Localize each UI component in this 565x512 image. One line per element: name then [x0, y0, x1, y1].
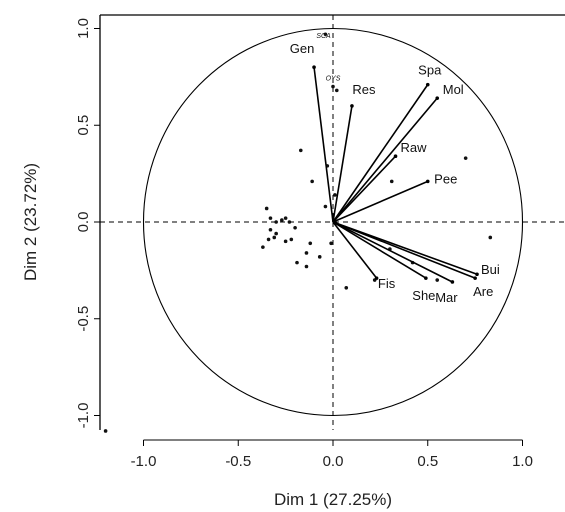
- vectors-layer: [312, 65, 479, 284]
- x-axis-title: Dim 1 (27.25%): [274, 490, 392, 509]
- data-point: [268, 216, 273, 220]
- data-point: [283, 239, 288, 244]
- data-point: [293, 226, 297, 230]
- y-axis-title: Dim 2 (23.72%): [21, 163, 40, 281]
- vector-tip-mar: [450, 280, 455, 284]
- vector-label-mar: Mar: [435, 290, 458, 305]
- data-point: [323, 32, 328, 37]
- correlation-circle: [142, 27, 524, 417]
- data-point: [463, 156, 468, 160]
- vector-raw: [332, 155, 397, 223]
- x-tick-label: 1.0: [512, 453, 533, 470]
- vector-res: [332, 105, 353, 223]
- data-point: [266, 237, 271, 242]
- vector-label-fis: Fis: [378, 276, 396, 291]
- vector-label-res: Res: [352, 82, 376, 97]
- data-point: [488, 235, 493, 240]
- data-point: [323, 204, 328, 209]
- vector-tip-she: [424, 276, 428, 280]
- vector-tip-mol: [435, 96, 440, 100]
- vector-she: [332, 221, 427, 279]
- vector-tip-gen: [312, 65, 316, 69]
- vector-tip-fis: [374, 276, 379, 280]
- data-point: [331, 84, 335, 89]
- y-tick-label: 0.5: [75, 115, 92, 136]
- vector-are: [332, 221, 476, 279]
- supplementary-label-oys: OYS: [326, 76, 341, 83]
- data-point: [308, 241, 313, 246]
- vector-mar: [332, 221, 453, 283]
- vector-fis: [332, 221, 378, 279]
- y-tick-label: 1.0: [75, 18, 92, 39]
- x-tick-label: -1.0: [131, 453, 157, 470]
- data-point: [329, 241, 333, 246]
- data-point: [274, 220, 278, 224]
- vector-tip-spa: [425, 82, 430, 87]
- data-point: [435, 278, 440, 282]
- data-point: [103, 429, 108, 433]
- data-point: [264, 206, 269, 211]
- vector-spa: [332, 84, 429, 223]
- vector-label-pee: Pee: [434, 171, 457, 186]
- data-point: [304, 251, 309, 255]
- vector-label-mol: Mol: [443, 82, 464, 97]
- data-point: [310, 179, 314, 184]
- vector-label-she: She: [412, 288, 435, 303]
- y-tick-label: -0.5: [75, 306, 92, 332]
- data-point: [304, 264, 309, 269]
- data-point: [295, 260, 299, 265]
- data-point: [317, 255, 322, 259]
- vector-tip-raw: [393, 154, 398, 159]
- y-tick-label: 0.0: [75, 212, 92, 233]
- points-layer: [103, 32, 493, 433]
- correlation-circle-layer: [142, 27, 524, 417]
- data-point: [287, 220, 292, 224]
- x-tick-label: 0.0: [323, 453, 344, 470]
- vector-tip-are: [473, 276, 477, 280]
- data-point: [289, 237, 294, 242]
- data-point: [283, 216, 288, 220]
- vector-label-gen: Gen: [290, 41, 315, 56]
- data-point: [298, 148, 303, 153]
- data-point: [280, 218, 284, 222]
- vector-tip-res: [350, 104, 354, 108]
- vector-pee: [332, 180, 429, 223]
- vector-tip-pee: [425, 179, 430, 184]
- data-point: [389, 179, 394, 184]
- vector-label-raw: Raw: [401, 140, 428, 155]
- data-point: [344, 285, 349, 290]
- data-point: [268, 227, 273, 232]
- supplementary-label-sca: SCA: [316, 33, 331, 40]
- data-point: [261, 245, 265, 249]
- vector-gen: [313, 67, 334, 223]
- y-tick-label: -1.0: [75, 403, 92, 429]
- data-point: [334, 88, 339, 93]
- data-point: [274, 231, 278, 236]
- x-tick-label: -0.5: [225, 453, 251, 470]
- data-point: [333, 193, 337, 197]
- vector-label-spa: Spa: [418, 63, 442, 78]
- axes-layer: -1.0 -0.5 0.0 0.5 1.0 -1.0 -0.5 0.0 0.5 1.0: [75, 14, 565, 470]
- vector-label-bui: Bui: [481, 262, 500, 277]
- x-tick-label: 0.5: [417, 453, 438, 470]
- vector-mol: [332, 97, 438, 223]
- data-point: [272, 235, 277, 240]
- vector-tip-bui: [475, 272, 479, 277]
- vector-label-are: Are: [473, 284, 493, 299]
